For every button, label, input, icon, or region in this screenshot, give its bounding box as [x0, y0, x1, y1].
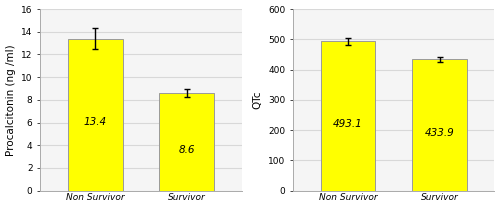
Text: 493.1: 493.1	[333, 119, 363, 129]
Bar	[68, 38, 122, 191]
Y-axis label: QTc: QTc	[252, 91, 262, 109]
Text: 13.4: 13.4	[84, 117, 106, 127]
Bar	[159, 93, 214, 191]
Text: 8.6: 8.6	[178, 145, 195, 155]
Bar	[320, 41, 376, 191]
Bar	[412, 59, 467, 191]
Y-axis label: Procalcitonin (ng /ml): Procalcitonin (ng /ml)	[6, 44, 16, 156]
Text: 433.9: 433.9	[424, 128, 454, 138]
